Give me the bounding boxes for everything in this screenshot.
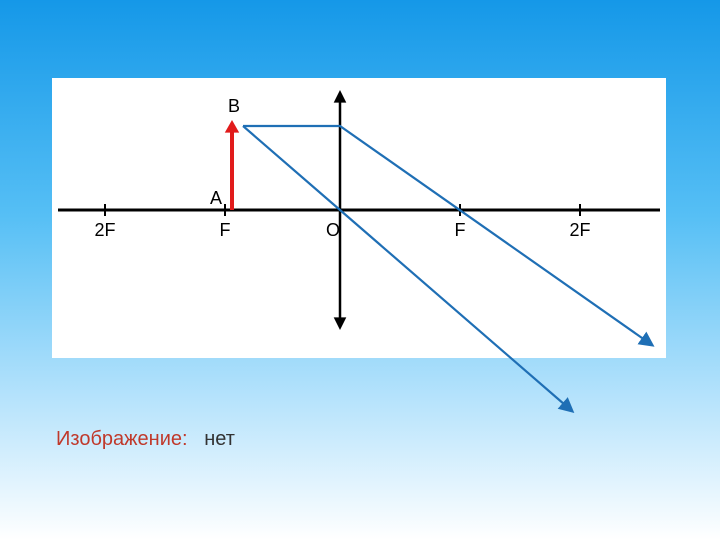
label-point-b: B — [228, 96, 240, 116]
caption-label: Изображение: — [56, 428, 188, 450]
lens-arrow-up-icon — [334, 90, 347, 103]
ray-parallel — [243, 126, 652, 345]
label-2f-right: 2F — [569, 220, 590, 240]
image-caption: Изображение: нет — [56, 428, 235, 451]
ray-through-center — [243, 126, 572, 411]
label-f-left: F — [220, 220, 231, 240]
label-2f-left: 2F — [94, 220, 115, 240]
optics-diagram: 2F F O F 2F A B — [0, 0, 720, 540]
object-arrowhead-icon — [225, 120, 239, 133]
label-f-right: F — [455, 220, 466, 240]
caption-value: нет — [204, 428, 235, 450]
lens-arrow-down-icon — [334, 317, 347, 330]
label-point-a: A — [210, 188, 222, 208]
label-center-o: O — [326, 220, 340, 240]
